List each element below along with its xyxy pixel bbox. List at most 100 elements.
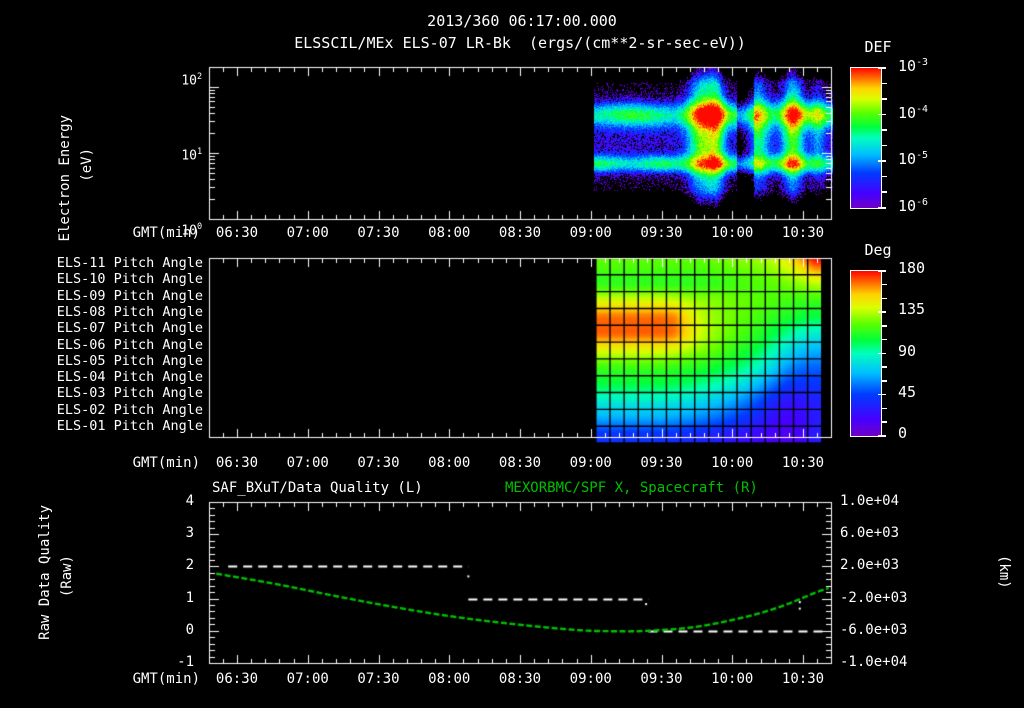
colorbar-tick [882,366,887,368]
panel3-ytick-left: 0 [185,621,194,638]
colorbar-tick-label: 180 [898,259,926,277]
xtick-label: 10:00 [711,225,754,241]
colorbar-tick [878,352,886,354]
xtick-label: 09:00 [569,455,612,471]
pitch-angle-row-label: ELS-07 Pitch Angle [56,320,203,337]
panel3-ytick-right-labels: 1.0e+04 6.0e+03 2.0e+03 -2.0e+03 -6.0e+03 -1.… [840,493,940,675]
panel1-axes [203,61,843,237]
xtick-label: 07:30 [357,455,400,471]
panel2-xlabel: GMT(min) [132,455,200,471]
colorbar-tick [882,175,887,178]
xtick-label: 07:30 [357,225,400,241]
pitch-angle-row-label: ELS-02 Pitch Angle [56,401,203,418]
pitch-angle-row-label: ELS-03 Pitch Angle [56,385,203,402]
colorbar-tick-label: 90 [898,341,917,360]
panel3-title-right: MEXORBMC/SPF X, Spacecraft (R) [505,480,758,496]
xtick-label: 09:00 [569,225,612,241]
colorbar-tick-label: 10-3 [898,57,928,75]
xtick-label: 09:30 [640,225,683,241]
colorbar-tick [878,311,886,313]
panel1-xtick-labels: 06:30 07:00 07:30 08:00 08:30 09:00 09:30 10:00… [0,226,1024,244]
pitch-angle-row-label: ELS-08 Pitch Angle [56,303,203,320]
colorbar-tick-label: 0 [898,424,908,442]
xtick-label: 09:30 [640,671,683,687]
xtick-label: 06:30 [215,225,259,241]
colorbar-tick-label: 45 [898,382,917,401]
colorbar-tick-label: 10-6 [898,197,928,215]
panel1-xlabel: GMT(min) [132,225,200,241]
panel3-title-left: SAF_BXuT/Data Quality (L) [212,480,423,496]
colorbar-tick [882,380,887,382]
panel3-ytick-right: 2.0e+03 [840,557,900,574]
colorbar-tick [878,207,886,209]
xtick-label: 10:30 [781,455,825,471]
pitch-angle-row-labels: ELS-11 Pitch Angle ELS-10 Pitch Angle ELS-… [55,250,205,445]
page-subtitle: ELSSCIL/MEx ELS-07 LR-Bk (ergs/(cm**2-sr… [294,34,746,52]
colorbar-tick [878,270,886,272]
page-title: 2013/360 06:17:00.000 [427,12,617,30]
panel3-ytick-right: 6.0e+03 [840,525,900,542]
colorbar2-title: Deg [864,241,892,259]
colorbar-tick [878,67,886,69]
panel3-ytick-right: -1.0e+04 [840,654,908,670]
xtick-label: 08:30 [498,455,542,471]
pitch-angle-row-label: ELS-09 Pitch Angle [56,287,203,304]
panel-electron-energy: Electron Energy (eV) 102 101 100 [0,55,1024,241]
pitch-angle-row-label: ELS-11 Pitch Angle [56,255,203,272]
quality-distance-plot [203,494,843,674]
panel3-ytick-left: -1 [177,654,194,670]
xtick-label: 06:30 [215,671,259,687]
pitch-angle-row-label: ELS-04 Pitch Angle [56,369,203,386]
panel3-ylabel-right-units: (km) [996,555,1012,589]
colorbar-tick [878,113,886,116]
colorbar-tick [882,297,887,299]
panel2-xtick-labels: 06:30 07:00 07:30 08:00 08:30 09:00 09:30 10:00… [0,456,1024,474]
colorbar-tick [882,144,887,147]
colorbar-tick [882,129,887,131]
panel3-xlabel: GMT(min) [132,671,200,687]
panel1-ytick-2: 102 [181,72,203,89]
panel3-ylabel-left-units: (Raw) [59,555,75,598]
xtick-label: 09:30 [640,455,683,471]
panel3-ytick-right: 1.0e+04 [840,493,900,509]
panel2-axes [203,252,843,457]
panel1-ylabel-units: (eV) [79,148,95,182]
colorbar-tick-label: 10-5 [898,150,928,169]
pitch-angle-row-label: ELS-06 Pitch Angle [56,336,203,353]
colorbar-tick [878,393,886,396]
colorbar-tick [882,82,887,85]
panel3-ytick-left: 2 [185,557,194,574]
panel3-ytick-left: 1 [185,589,194,606]
colorbar-tick [882,407,887,409]
panel3-ytick-right: -2.0e+03 [840,589,908,606]
panel3-xtick-labels: 06:30 07:00 07:30 08:00 08:30 09:00 09:30 10:00… [0,672,1024,690]
xtick-label: 08:00 [428,225,471,241]
colorbar-tickmarks [878,262,888,455]
panel3-ytick-left-labels: 4 3 2 1 0 -1 [150,494,200,675]
colorbar-tick [882,191,887,193]
panel-pitch-angle: ELS-11 Pitch Angle ELS-10 Pitch Angle ELS-… [0,250,1024,457]
pitch-angle-row-label: ELS-01 Pitch Angle [56,417,203,434]
pitch-angle-row-label: ELS-10 Pitch Angle [56,271,203,288]
panel3-ytick-right: -6.0e+03 [840,621,908,638]
colorbar-tick [882,283,887,286]
colorbar-tick [882,325,887,327]
colorbar-tick [882,338,887,341]
colorbar-tick-label: 135 [898,300,926,319]
panel1-ytick-0: 100 [181,222,203,239]
xtick-label: 08:30 [498,671,542,687]
colorbar-tick [882,98,887,100]
xtick-label: 08:00 [428,455,471,471]
xtick-label: 08:30 [498,225,542,241]
xtick-label: 06:30 [215,455,259,471]
colorbar-tick-label: 10-4 [898,103,928,122]
xtick-label: 09:00 [569,671,612,687]
def-colorbar [850,67,882,209]
xtick-label: 07:00 [286,671,329,687]
panel1-ytick-1: 101 [181,147,203,164]
colorbar-tick [878,160,886,162]
xtick-label: 10:30 [781,225,825,241]
xtick-label: 10:00 [711,671,754,687]
deg-colorbar-ticks: 180 135 90 45 0 [878,261,1014,447]
xtick-label: 07:00 [286,225,329,241]
